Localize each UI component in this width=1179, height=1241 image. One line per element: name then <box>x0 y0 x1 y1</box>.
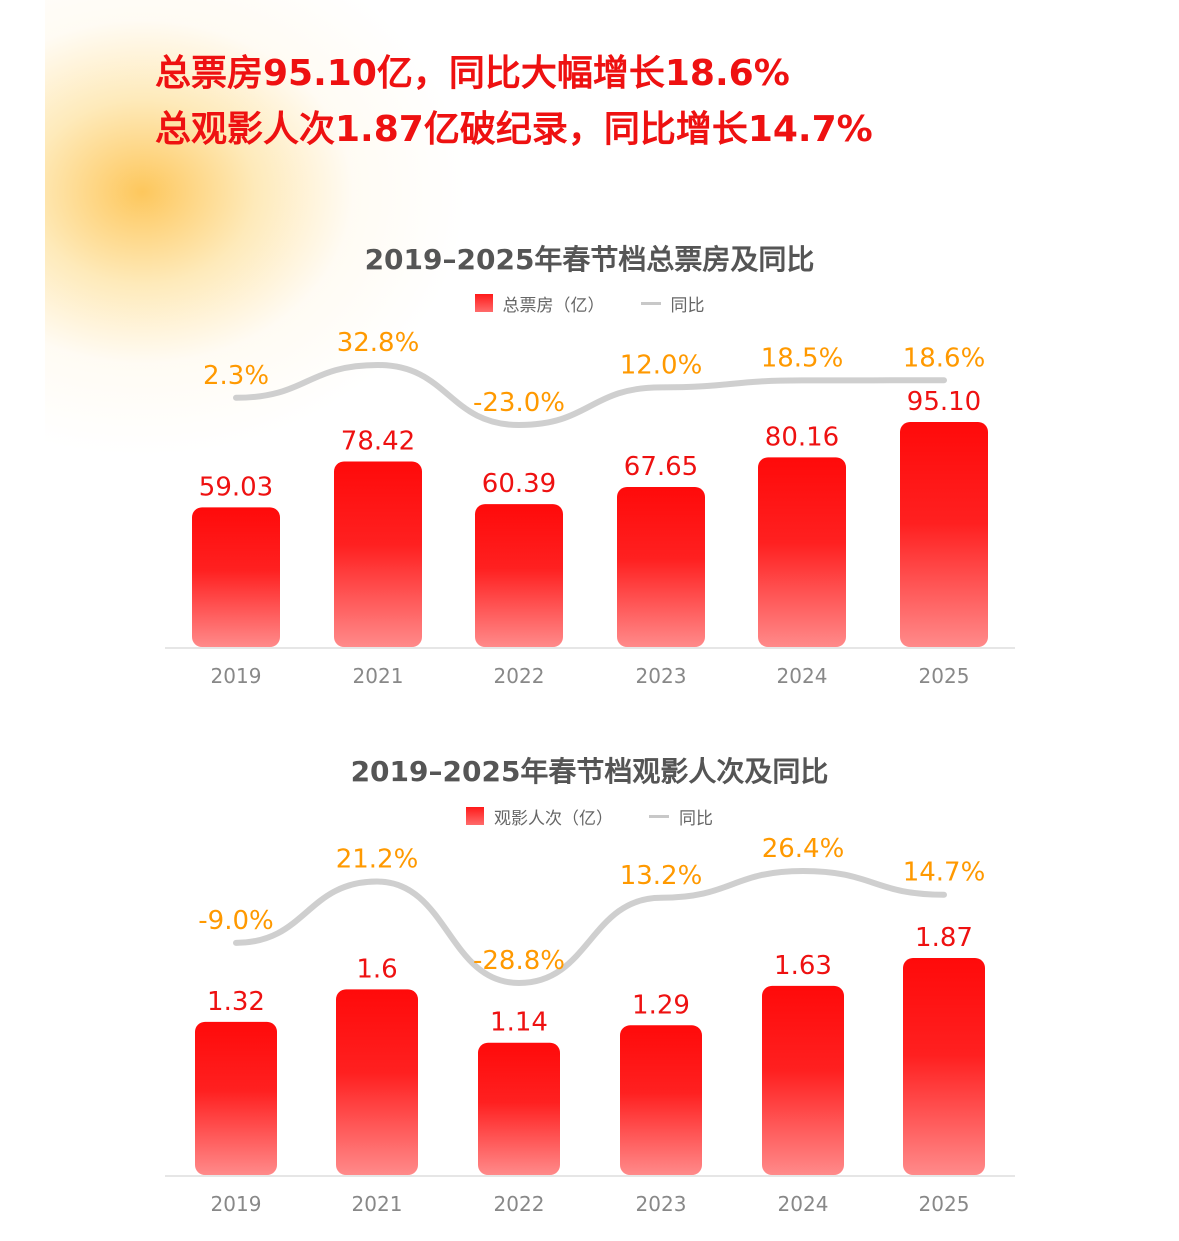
yoy-label: 21.2% <box>336 845 419 875</box>
yoy-label: 14.7% <box>903 858 986 888</box>
bar-value-label: 95.10 <box>907 387 981 417</box>
chart-title-box-office: 2019–2025年春节档总票房及同比 <box>364 243 815 276</box>
bar-2023 <box>620 1025 702 1175</box>
headline-box-office: 总票房95.10亿，同比大幅增长18.6% <box>155 53 790 94</box>
legend-line-label: 同比 <box>670 295 705 316</box>
legend-line-swatch <box>640 301 661 305</box>
bar-2021 <box>334 461 422 647</box>
yoy-label: 12.0% <box>620 350 703 380</box>
x-tick-label: 2024 <box>777 664 828 688</box>
bar-2022 <box>475 504 563 647</box>
bar-2025 <box>900 422 988 647</box>
headline-admissions: 总观影人次1.87亿破纪录，同比增长14.7% <box>155 109 873 150</box>
bar-value-label: 60.39 <box>482 469 556 499</box>
x-tick-label: 2023 <box>636 664 687 688</box>
background-glow <box>45 0 585 480</box>
yoy-label: 18.6% <box>903 343 986 373</box>
legend-bar-label: 总票房（亿） <box>502 295 605 316</box>
x-tick-label: 2022 <box>494 1192 545 1216</box>
bar-value-label: 1.14 <box>490 1008 548 1038</box>
yoy-label: -28.8% <box>473 946 565 976</box>
yoy-label: -23.0% <box>473 388 565 418</box>
bar-value-label: 1.87 <box>915 923 973 953</box>
bar-value-label: 1.32 <box>207 987 265 1017</box>
bar-value-label: 1.63 <box>774 951 832 981</box>
bar-value-label: 78.42 <box>341 426 415 456</box>
legend-box-office: 总票房（亿） 同比 <box>0 292 1179 316</box>
yoy-label: -9.0% <box>198 906 273 936</box>
x-tick-label: 2021 <box>352 1192 403 1216</box>
x-tick-label: 2024 <box>778 1192 829 1216</box>
yoy-label: 26.4% <box>762 834 845 864</box>
bar-2019 <box>195 1021 277 1175</box>
bar-2021 <box>336 989 418 1175</box>
bar-value-label: 1.29 <box>632 990 690 1020</box>
legend-line-label: 同比 <box>679 808 713 829</box>
bar-2025 <box>903 958 985 1175</box>
yoy-label: 13.2% <box>620 861 703 891</box>
legend-admissions: 观影人次（亿） 同比 <box>0 805 1179 829</box>
x-tick-label: 2022 <box>494 664 545 688</box>
bar-2023 <box>617 486 705 647</box>
legend-bar-swatch <box>474 294 493 312</box>
bar-2022 <box>478 1042 560 1175</box>
chart-title-admissions: 2019–2025年春节档观影人次及同比 <box>350 755 829 788</box>
bar-2024 <box>762 985 844 1175</box>
x-tick-label: 2025 <box>919 664 970 688</box>
bar-value-label: 1.6 <box>356 954 397 984</box>
bar-value-label: 59.03 <box>199 472 273 502</box>
x-tick-label: 2021 <box>353 664 404 688</box>
yoy-label: 18.5% <box>761 343 844 373</box>
chart-box-office: 59.03 78.42 60.39 67.65 80.16 95.10 2.3% 32.8% -… <box>165 328 1015 688</box>
yoy-trend-line <box>233 361 947 429</box>
legend-bar-swatch <box>466 807 484 825</box>
x-tick-label: 2025 <box>919 1192 970 1216</box>
yoy-label: 32.8% <box>337 328 420 358</box>
bar-value-label: 80.16 <box>765 422 839 452</box>
bar-value-label: 67.65 <box>624 452 698 482</box>
x-tick-label: 2019 <box>211 1192 262 1216</box>
yoy-label: 2.3% <box>203 361 269 391</box>
bar-2024 <box>758 457 846 647</box>
x-tick-label: 2019 <box>211 664 262 688</box>
x-tick-label: 2023 <box>636 1192 687 1216</box>
bar-2019 <box>192 507 280 647</box>
legend-bar-label: 观影人次（亿） <box>494 808 613 829</box>
yoy-trend-line <box>233 867 947 987</box>
legend-line-swatch <box>649 814 669 818</box>
